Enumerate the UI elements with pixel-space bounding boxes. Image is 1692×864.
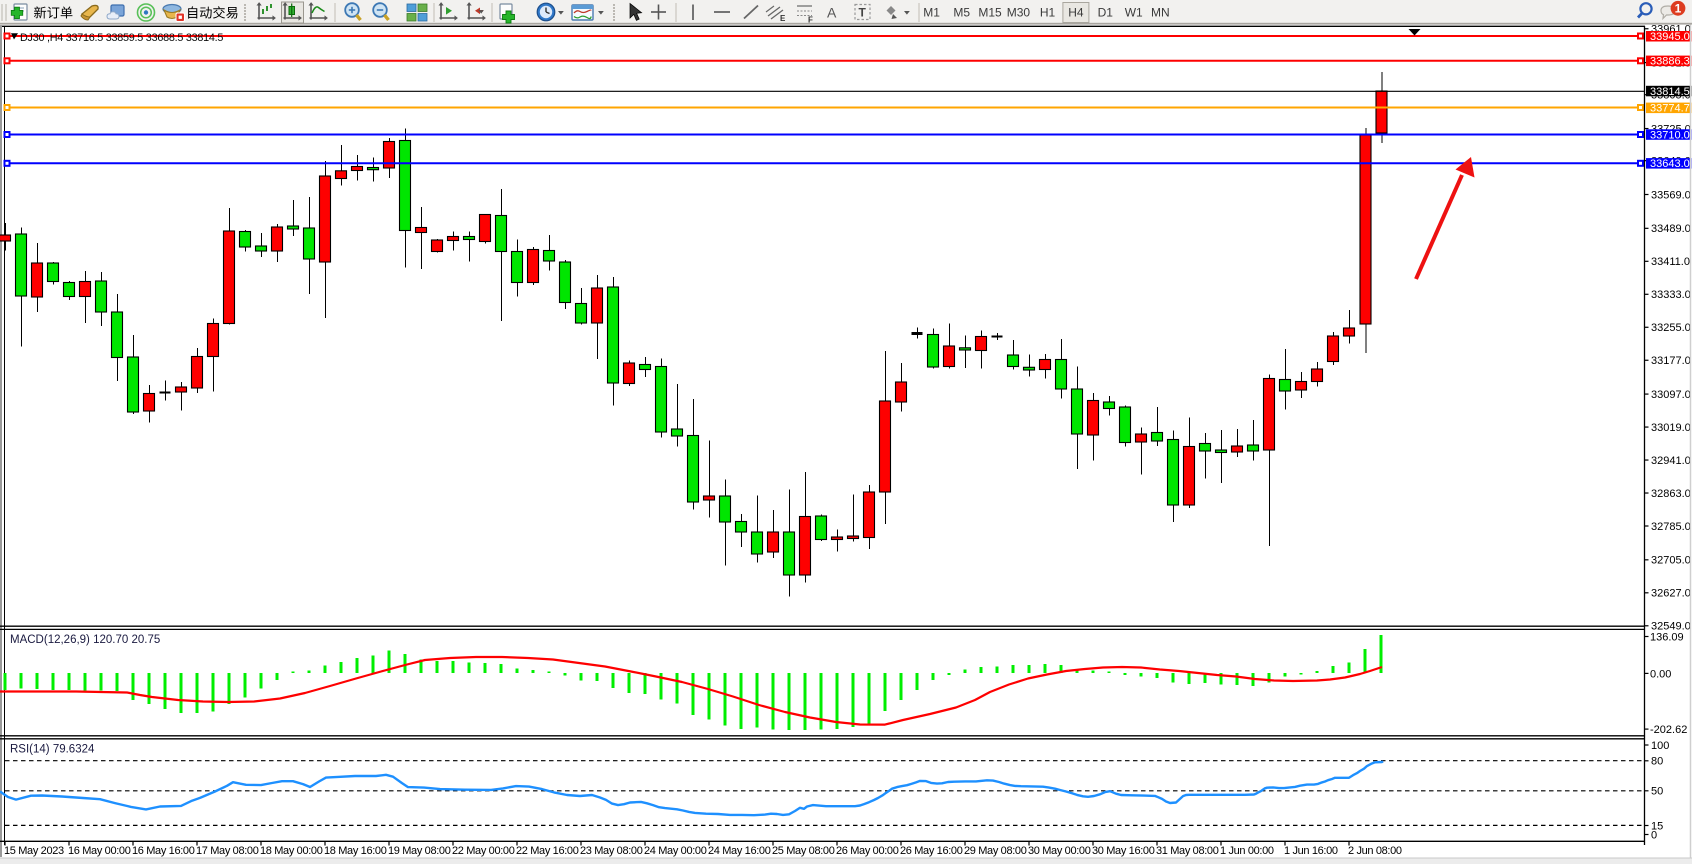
svg-text:32627.0: 32627.0 bbox=[1651, 588, 1691, 600]
svg-text:24 May 00:00: 24 May 00:00 bbox=[644, 845, 707, 857]
svg-text:16 May 00:00: 16 May 00:00 bbox=[68, 845, 131, 857]
svg-text:W1: W1 bbox=[1125, 6, 1143, 20]
svg-text:H4: H4 bbox=[1068, 6, 1084, 20]
svg-text:1 Jun 16:00: 1 Jun 16:00 bbox=[1284, 845, 1338, 857]
svg-text:26 May 00:00: 26 May 00:00 bbox=[836, 845, 899, 857]
svg-text:H1: H1 bbox=[1040, 6, 1056, 20]
svg-text:33774.7: 33774.7 bbox=[1650, 103, 1690, 115]
svg-text:33814.5: 33814.5 bbox=[1650, 86, 1690, 98]
svg-text:33177.0: 33177.0 bbox=[1651, 355, 1691, 367]
svg-text:32863.0: 32863.0 bbox=[1651, 488, 1691, 500]
svg-text:33019.0: 33019.0 bbox=[1651, 422, 1691, 434]
svg-text:0.00: 0.00 bbox=[1650, 668, 1671, 680]
svg-text:2 Jun 08:00: 2 Jun 08:00 bbox=[1348, 845, 1402, 857]
svg-text:15 May 2023: 15 May 2023 bbox=[4, 845, 64, 857]
svg-text:33255.0: 33255.0 bbox=[1651, 322, 1691, 334]
svg-text:A: A bbox=[827, 5, 837, 21]
svg-text:33569.0: 33569.0 bbox=[1651, 189, 1691, 201]
svg-text:50: 50 bbox=[1651, 786, 1663, 798]
svg-text:M15: M15 bbox=[978, 6, 1002, 20]
svg-text:30 May 00:00: 30 May 00:00 bbox=[1028, 845, 1091, 857]
svg-text:30 May 16:00: 30 May 16:00 bbox=[1092, 845, 1155, 857]
svg-text:0: 0 bbox=[1651, 829, 1657, 841]
svg-text:24 May 16:00: 24 May 16:00 bbox=[708, 845, 771, 857]
svg-text:33886.3: 33886.3 bbox=[1650, 56, 1690, 68]
svg-text:32705.0: 32705.0 bbox=[1651, 555, 1691, 567]
svg-text:D1: D1 bbox=[1098, 6, 1114, 20]
svg-text:1: 1 bbox=[1675, 2, 1682, 16]
svg-text:31 May 08:00: 31 May 08:00 bbox=[1156, 845, 1219, 857]
svg-text:M1: M1 bbox=[923, 6, 940, 20]
svg-text:32941.0: 32941.0 bbox=[1651, 455, 1691, 467]
svg-text:M30: M30 bbox=[1007, 6, 1031, 20]
svg-text:19 May 08:00: 19 May 08:00 bbox=[388, 845, 451, 857]
svg-text:22 May 00:00: 22 May 00:00 bbox=[452, 845, 515, 857]
svg-text:33710.0: 33710.0 bbox=[1650, 129, 1690, 141]
svg-text:33333.0: 33333.0 bbox=[1651, 289, 1691, 301]
svg-text:15: 15 bbox=[1651, 820, 1663, 832]
svg-text:18 May 00:00: 18 May 00:00 bbox=[260, 845, 323, 857]
svg-text:100: 100 bbox=[1651, 740, 1669, 752]
svg-text:16 May 16:00: 16 May 16:00 bbox=[132, 845, 195, 857]
svg-text:22 May 16:00: 22 May 16:00 bbox=[516, 845, 579, 857]
svg-text:33097.0: 33097.0 bbox=[1651, 389, 1691, 401]
svg-text:80: 80 bbox=[1651, 756, 1663, 768]
svg-text:32549.0: 32549.0 bbox=[1651, 621, 1691, 633]
svg-text:25 May 08:00: 25 May 08:00 bbox=[772, 845, 835, 857]
svg-text:1 Jun 00:00: 1 Jun 00:00 bbox=[1220, 845, 1274, 857]
svg-text:18 May 16:00: 18 May 16:00 bbox=[324, 845, 387, 857]
svg-text:136.09: 136.09 bbox=[1650, 631, 1684, 643]
svg-text:32785.0: 32785.0 bbox=[1651, 521, 1691, 533]
svg-text:23 May 08:00: 23 May 08:00 bbox=[580, 845, 643, 857]
svg-text:17 May 08:00: 17 May 08:00 bbox=[196, 845, 259, 857]
svg-text:RSI(14) 79.6324: RSI(14) 79.6324 bbox=[10, 744, 95, 756]
svg-text:29 May 08:00: 29 May 08:00 bbox=[964, 845, 1027, 857]
svg-text:M5: M5 bbox=[953, 6, 970, 20]
svg-text:33489.0: 33489.0 bbox=[1651, 223, 1691, 235]
svg-text:F: F bbox=[808, 16, 813, 25]
svg-text:MN: MN bbox=[1151, 6, 1170, 20]
svg-text:33945.0: 33945.0 bbox=[1650, 31, 1690, 43]
svg-text:33643.0: 33643.0 bbox=[1650, 158, 1690, 170]
svg-text:-202.62: -202.62 bbox=[1650, 724, 1687, 736]
svg-text:T: T bbox=[859, 6, 867, 20]
svg-text:MACD(12,26,9) 120.70 20.75: MACD(12,26,9) 120.70 20.75 bbox=[10, 634, 160, 646]
svg-text:DJ30 ,H4 33716.5 33859.5 3368: DJ30 ,H4 33716.5 33859.5 33688.5 33814.5 bbox=[20, 32, 223, 44]
svg-text:26 May 16:00: 26 May 16:00 bbox=[900, 845, 963, 857]
svg-text:E: E bbox=[780, 14, 786, 23]
svg-text:33411.0: 33411.0 bbox=[1651, 256, 1690, 268]
